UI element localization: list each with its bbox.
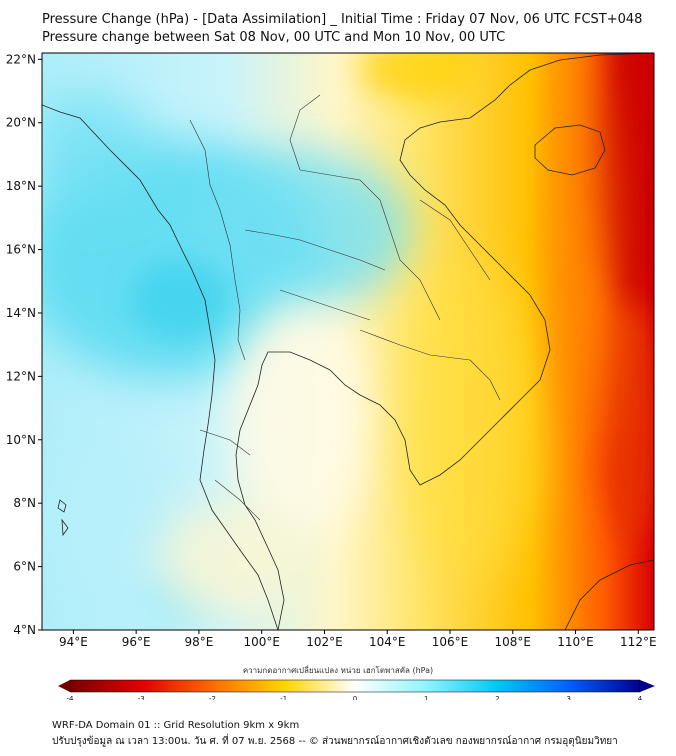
latitude-labels: 22°N 20°N 18°N 16°N 14°N 12°N 10°N 8°N 6°N 4°N	[6, 52, 36, 637]
axis-ticks	[38, 58, 639, 634]
colorbar-tick-label: -2	[209, 695, 216, 700]
colorbar-tick-label: 3	[567, 695, 571, 700]
borders	[189, 94, 501, 521]
lon-tick-label: 100°E	[243, 635, 280, 649]
map-frame	[41, 52, 655, 631]
lat-tick-label: 18°N	[6, 179, 36, 193]
lon-tick-label: 106°E	[432, 635, 469, 649]
map-title: Pressure Change (hPa) - [Data Assimilati…	[42, 12, 643, 27]
coastlines	[42, 53, 654, 630]
lat-tick-label: 10°N	[6, 433, 36, 447]
lat-tick-label: 6°N	[13, 560, 36, 574]
lon-tick-label: 96°E	[122, 635, 151, 649]
lon-tick-label: 112°E	[620, 635, 657, 649]
lon-tick-label: 102°E	[306, 635, 343, 649]
lat-tick-label: 20°N	[6, 116, 36, 130]
colorbar-tick-label: -3	[138, 695, 145, 700]
lon-tick-label: 108°E	[495, 635, 532, 649]
lat-tick-label: 16°N	[6, 243, 36, 257]
colorbar-tick-label: 4	[638, 695, 643, 700]
lat-tick-label: 14°N	[6, 306, 36, 320]
footer-domain-info: WRF-DA Domain 01 :: Grid Resolution 9km …	[52, 720, 300, 731]
lon-tick-label: 98°E	[184, 635, 213, 649]
lat-tick-label: 4°N	[13, 623, 36, 637]
map-subtitle: Pressure change between Sat 08 Nov, 00 U…	[42, 30, 506, 45]
lat-tick-label: 22°N	[6, 52, 36, 66]
colorbar-tick-label: 0	[353, 695, 357, 700]
colorbar-tick-label: -1	[280, 695, 287, 700]
colorbar-title: ความกดอากาศเปลี่ยนแปลง หน่วย เฮกโตพาสคัล…	[242, 666, 434, 675]
pressure-change-map: 94°E 96°E 98°E 100°E 102°E 104°E 106°E 108°E 110…	[6, 52, 657, 700]
footer-update-info: ปรับปรุงข้อมูล ณ เวลา 13:00น. วัน ศ. ที่…	[52, 736, 618, 747]
colorbar-tick-label: 1	[424, 695, 428, 700]
lat-tick-label: 12°N	[6, 369, 36, 383]
pressure-field	[42, 53, 654, 630]
lon-tick-label: 94°E	[59, 635, 88, 649]
longitude-labels: 94°E 96°E 98°E 100°E 102°E 104°E 106°E 108°E 110…	[59, 635, 657, 649]
colorbar-tick-label: 2	[495, 695, 499, 700]
colorbar: -4 -3 -2 -1 0 1 2 3 4	[58, 679, 655, 700]
colorbar-tick-label: -4	[67, 695, 75, 700]
lon-tick-label: 110°E	[557, 635, 594, 649]
lon-tick-label: 104°E	[369, 635, 406, 649]
lat-tick-label: 8°N	[13, 496, 36, 510]
